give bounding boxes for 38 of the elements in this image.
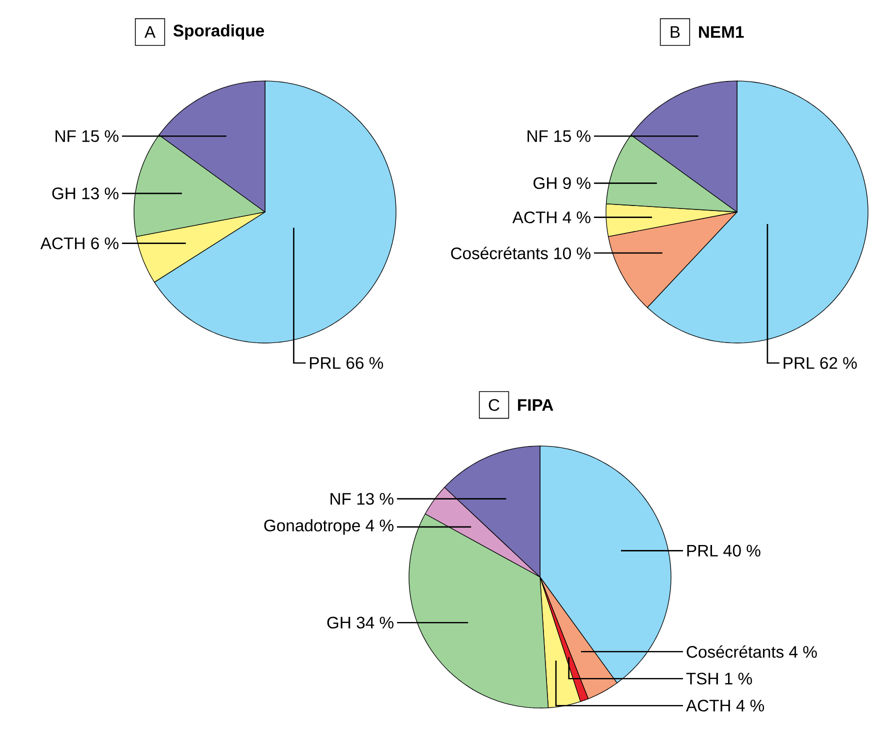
data-label: 9 % bbox=[563, 177, 590, 190]
data-label: 15 % bbox=[82, 130, 118, 142]
slice-label: NF bbox=[330, 493, 351, 505]
data-label: 4 % bbox=[366, 520, 394, 532]
chart-subtitle: B bbox=[670, 26, 680, 38]
slice-label: Cosécrétants bbox=[686, 645, 784, 658]
slice-label: ACTH bbox=[512, 211, 556, 224]
data-label: 15 % bbox=[554, 130, 590, 142]
slice-label: NF bbox=[56, 130, 76, 142]
slice-label: ACTH bbox=[686, 700, 730, 712]
slice-label: ACTH bbox=[40, 237, 84, 250]
data-label: 4 % bbox=[789, 646, 817, 658]
slice-label: PRL bbox=[784, 357, 814, 369]
data-label: 10 % bbox=[554, 247, 590, 260]
data-label: 4 % bbox=[736, 700, 764, 712]
chart-subtitle: C bbox=[488, 399, 500, 411]
slice-label: PRL bbox=[310, 357, 341, 369]
slice-label: PRL bbox=[687, 544, 718, 556]
data-label: 62 % bbox=[820, 357, 857, 369]
slice-label: TSH bbox=[686, 672, 718, 685]
slice-label: GH bbox=[534, 177, 556, 190]
slice-label: GH bbox=[52, 188, 76, 200]
data-label: 1 % bbox=[725, 672, 752, 684]
data-label: 6 % bbox=[91, 237, 118, 250]
chart-title: FIPA bbox=[518, 399, 554, 411]
data-label: 13 % bbox=[82, 188, 118, 200]
chart-title: NEM1 bbox=[699, 26, 744, 38]
slice-label: Gonadotrope bbox=[264, 519, 360, 535]
data-label: 34 % bbox=[356, 616, 394, 629]
data-label: 40 % bbox=[723, 544, 760, 557]
slice-label: Cosécrétants bbox=[451, 246, 548, 260]
chart-subtitle: A bbox=[144, 26, 156, 38]
chart-title: Sporadique bbox=[173, 24, 264, 40]
data-label: 66 % bbox=[346, 357, 384, 369]
slice-label: NF bbox=[528, 130, 548, 142]
slice-label: GH bbox=[327, 616, 350, 629]
data-label: 13 % bbox=[357, 492, 394, 505]
data-label: 4 % bbox=[562, 212, 590, 224]
